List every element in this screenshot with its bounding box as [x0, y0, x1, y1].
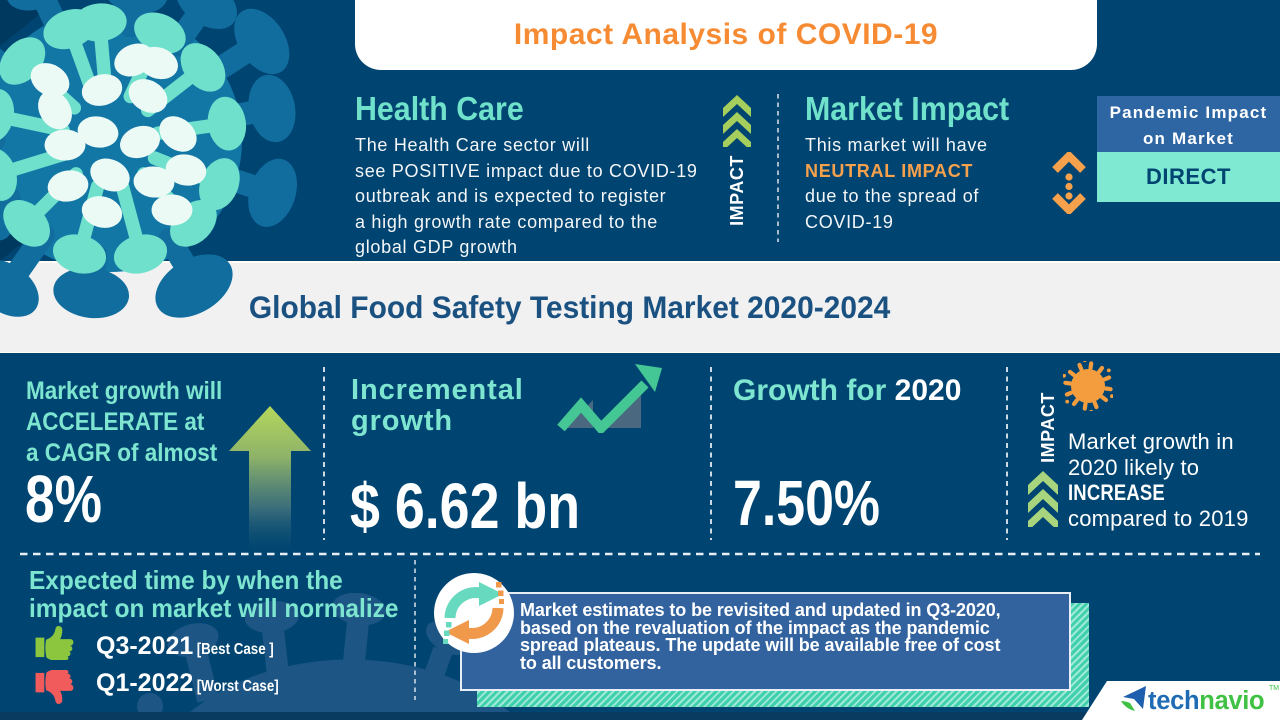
svg-text:technavio: technavio	[1148, 687, 1264, 715]
svg-text:TM: TM	[1269, 685, 1279, 692]
